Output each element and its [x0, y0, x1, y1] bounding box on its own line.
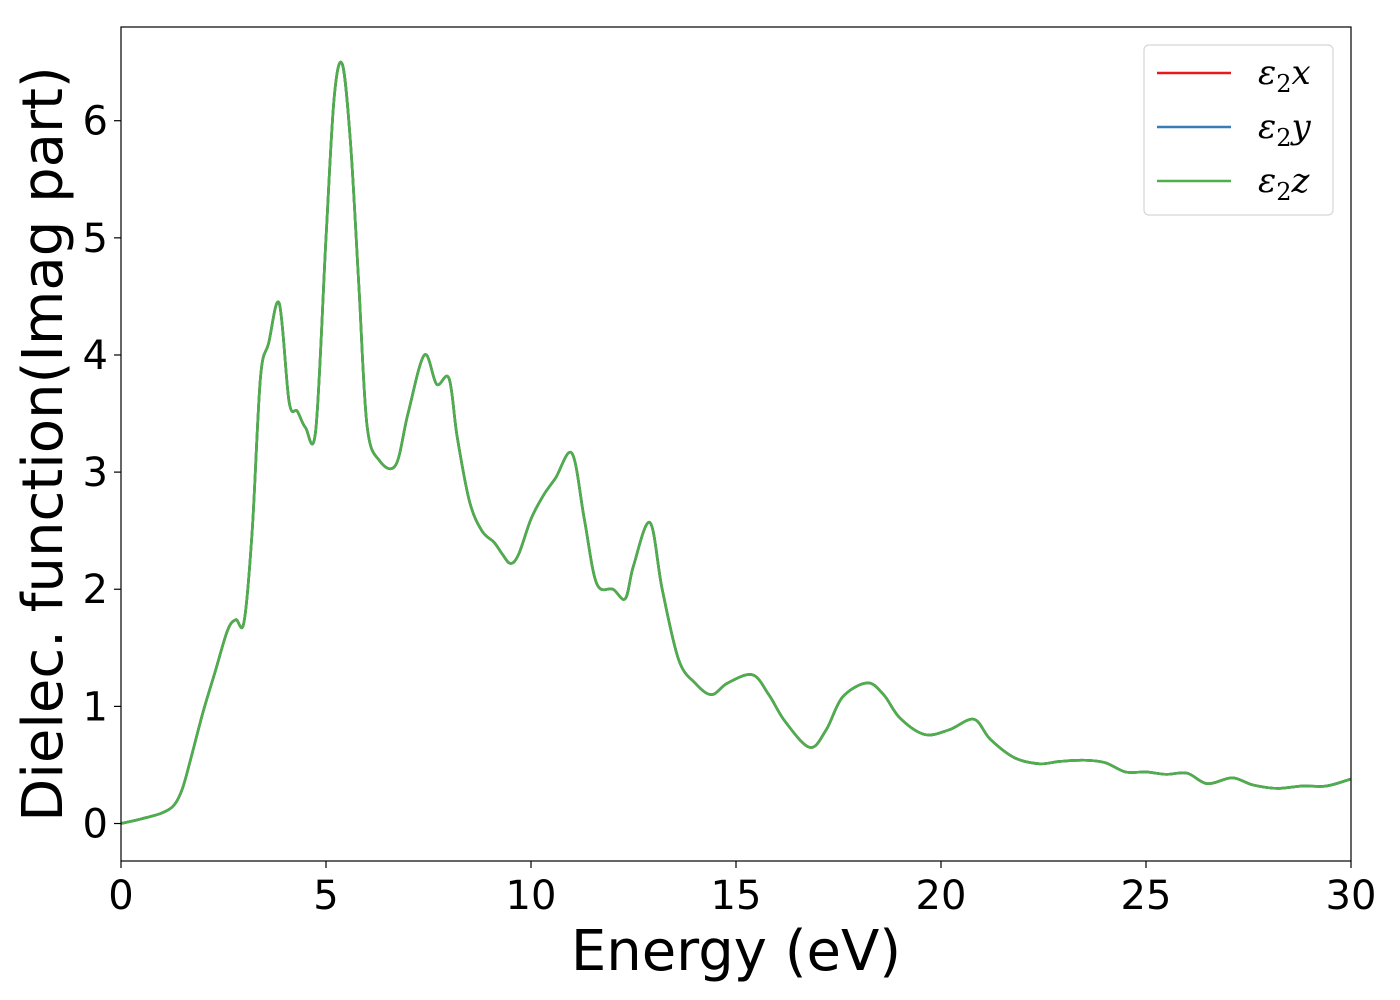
legend-box [1143, 44, 1334, 216]
y-tick-label: 0 [83, 802, 108, 848]
x-tick-label: 30 [1326, 873, 1377, 919]
x-axis-label: Energy (eV) [571, 919, 901, 984]
x-tick-label: 10 [506, 873, 557, 919]
x-tick-label: 25 [1121, 873, 1172, 919]
y-tick-label: 1 [83, 684, 108, 730]
x-tick-label: 20 [916, 873, 967, 919]
x-tick-label: 15 [711, 873, 762, 919]
y-tick-label: 3 [83, 450, 108, 496]
y-tick-label: 5 [83, 216, 108, 262]
legend: ε2x ε2y ε2z [1143, 44, 1334, 216]
series-line-2 [120, 60, 1352, 825]
x-axis-ticks: 0 5 10 15 20 25 30 [108, 861, 1376, 919]
y-tick-label: 4 [83, 333, 108, 379]
legend-label-1: ε2y [1258, 107, 1312, 152]
y-tick-label: 6 [83, 99, 108, 145]
y-tick-label: 2 [83, 567, 108, 613]
legend-label-2: ε2z [1258, 161, 1311, 206]
y-axis-label: Dielec. function(Imag part) [11, 66, 76, 822]
x-tick-label: 5 [313, 873, 338, 919]
legend-label-0: ε2x [1258, 53, 1311, 98]
series-layer [120, 60, 1352, 825]
y-axis-ticks: 0 1 2 3 4 5 6 [83, 99, 121, 848]
x-tick-label: 0 [108, 873, 133, 919]
